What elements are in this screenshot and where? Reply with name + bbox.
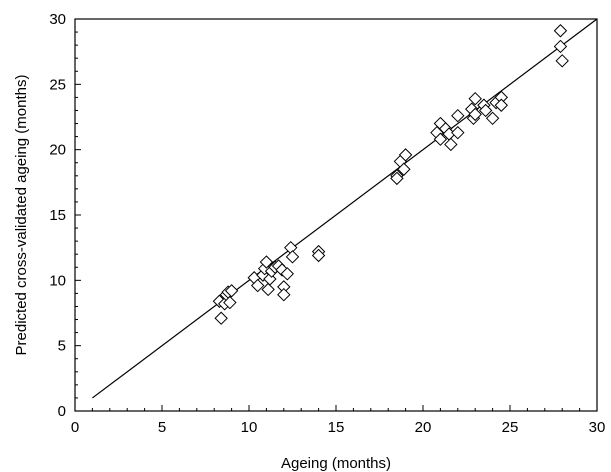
fit-line [92,18,598,399]
data-point-diamond [398,148,413,162]
data-point-diamond [280,267,294,281]
x-tick-label: 5 [158,419,166,436]
y-tick-label: 20 [49,142,66,159]
x-tick-label: 25 [502,419,519,436]
data-point-diamond [259,255,274,269]
data-point-diamond [277,287,291,302]
data-point-diamond [555,54,569,68]
y-tick-label: 15 [49,207,66,224]
data-point-diamond [451,125,465,140]
data-point-diamond [468,91,482,106]
data-point-diamond [451,108,465,123]
axis-ticks: 0 5 10 15 20 25 30 0 5 10 15 20 25 30 [49,11,605,436]
x-tick-label: 20 [415,419,432,436]
data-point-diamond [223,295,237,310]
x-axis-title: Ageing (months) [281,455,391,472]
data-point-diamond [553,39,568,54]
x-tick-label: 30 [589,419,606,436]
data-points [212,24,569,325]
data-point-diamond [250,278,265,293]
y-tick-label: 25 [49,76,66,93]
y-tick-label: 30 [49,11,66,28]
data-point-diamond [433,132,448,146]
data-point-diamond [390,171,404,186]
data-point-diamond [224,284,239,298]
data-point-diamond [468,107,482,122]
y-tick-label: 0 [58,403,66,420]
data-point-diamond [214,311,228,325]
data-point-diamond [261,282,275,297]
x-tick-label: 10 [241,419,258,436]
data-point-diamond [285,250,300,264]
data-point-diamond [553,24,568,38]
y-axis-title: Predicted cross-validated ageing (months… [13,75,30,356]
data-point-diamond [311,248,326,263]
data-point-diamond [444,137,458,152]
y-tick-label: 10 [49,272,66,289]
data-point-diamond [494,98,509,112]
data-point-diamond [397,162,411,176]
y-tick-label: 5 [58,338,66,355]
data-point-diamond [485,111,500,126]
data-point-diamond [478,103,493,118]
x-tick-label: 15 [328,419,345,436]
x-tick-label: 0 [71,419,79,436]
